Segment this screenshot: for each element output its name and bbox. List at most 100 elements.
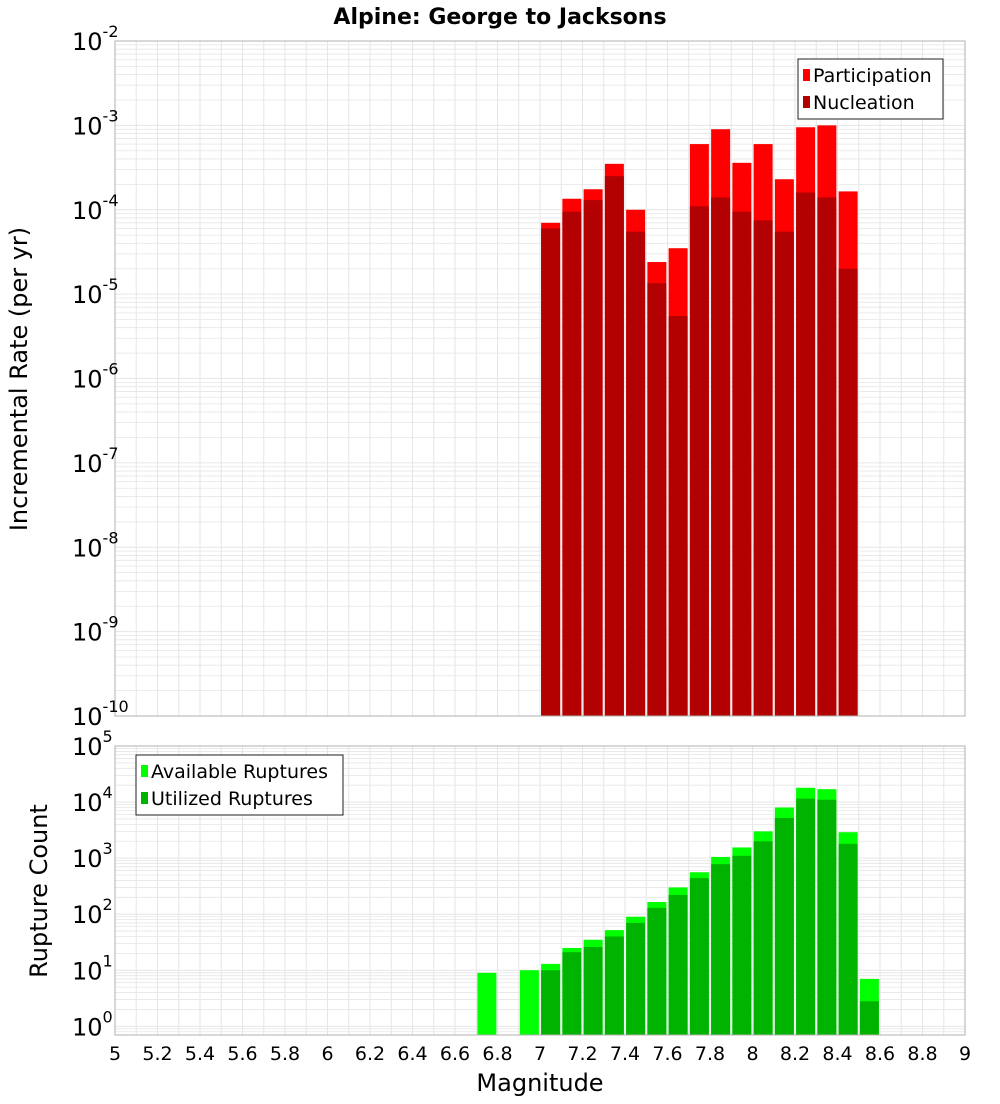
x-tick-label: 7.4 — [610, 1043, 640, 1065]
x-tick-label: 6 — [321, 1043, 333, 1065]
top-y-tick-exponent: -3 — [103, 106, 119, 125]
x-tick-label: 5 — [109, 1043, 121, 1065]
top-bar-nucleation — [796, 192, 816, 717]
top-y-tick-label: 10-5 — [72, 275, 119, 309]
top-y-tick-exponent: -6 — [103, 360, 119, 379]
top-bar-nucleation — [626, 231, 646, 716]
top-y-tick-label: 10-7 — [72, 444, 119, 478]
top-legend-label: Nucleation — [813, 92, 915, 114]
bottom-y-tick-exponent: 1 — [103, 951, 113, 970]
bottom-y-tick-exponent: 3 — [103, 839, 113, 858]
top-bar-nucleation — [562, 211, 582, 716]
top-y-tick-label: 10-10 — [72, 697, 129, 731]
top-y-tick-label: 10-9 — [72, 613, 119, 647]
bottom-y-tick-exponent: 4 — [103, 783, 113, 802]
top-y-tick-exponent: -10 — [103, 697, 129, 716]
bottom-plot-frame — [114, 745, 966, 1036]
top-y-tick-label: 10-3 — [72, 106, 119, 140]
top-y-tick-exponent: -8 — [103, 528, 119, 547]
bottom-bar-utilized-ruptures — [732, 855, 752, 1035]
x-tick-label: 7.2 — [567, 1043, 597, 1065]
bottom-y-tick-exponent: 5 — [103, 727, 113, 746]
x-tick-label: 5.6 — [227, 1043, 257, 1065]
top-y-axis-label: Incremental Rate (per yr) — [5, 227, 33, 531]
x-tick-label: 9 — [959, 1043, 971, 1065]
bottom-y-tick-label: 102 — [72, 895, 113, 929]
top-bar-nucleation — [711, 197, 731, 717]
bottom-legend-swatch — [141, 765, 148, 777]
bottom-bar-utilized-ruptures — [689, 878, 709, 1035]
bottom-legend-label: Utilized Ruptures — [151, 788, 313, 810]
top-bar-nucleation — [689, 206, 709, 716]
x-tick-label: 5.4 — [185, 1043, 215, 1065]
bottom-bar-utilized-ruptures — [668, 894, 688, 1035]
bottom-bar-utilized-ruptures — [626, 922, 646, 1035]
x-tick-label: 5.2 — [142, 1043, 172, 1065]
bottom-bar-utilized-ruptures — [859, 1001, 879, 1035]
bottom-bar-utilized-ruptures — [583, 946, 603, 1035]
bottom-bar-utilized-ruptures — [796, 798, 816, 1035]
bottom-bar-utilized-ruptures — [711, 864, 731, 1035]
bottom-legend-swatch — [141, 792, 148, 804]
bottom-bar-utilized-ruptures — [562, 952, 582, 1035]
top-bar-nucleation — [604, 176, 624, 716]
x-tick-label: 7 — [534, 1043, 546, 1065]
bottom-bar-utilized-ruptures — [753, 841, 773, 1035]
top-y-tick-exponent: -7 — [103, 444, 119, 463]
top-y-tick-exponent: -9 — [103, 613, 119, 632]
x-tick-label: 8.8 — [907, 1043, 937, 1065]
x-tick-label: 8.2 — [780, 1043, 810, 1065]
bottom-y-tick-exponent: 0 — [103, 1007, 113, 1026]
bottom-bar-utilized-ruptures — [604, 936, 624, 1035]
bottom-y-tick-label: 104 — [72, 783, 113, 817]
top-y-tick-exponent: -4 — [103, 191, 119, 210]
bottom-bar-utilized-ruptures — [838, 843, 858, 1035]
x-tick-label: 8 — [746, 1043, 758, 1065]
top-bar-nucleation — [774, 231, 794, 716]
top-bar-nucleation — [753, 220, 773, 717]
top-legend-swatch — [803, 96, 810, 108]
x-tick-label: 6.8 — [482, 1043, 512, 1065]
bottom-y-axis-label: Rupture Count — [25, 804, 53, 978]
bottom-bar-available-ruptures — [519, 970, 539, 1035]
x-tick-label: 5.8 — [270, 1043, 300, 1065]
top-bar-nucleation — [668, 316, 688, 716]
top-bar-nucleation — [838, 268, 858, 716]
top-bar-nucleation — [647, 283, 667, 716]
bottom-y-tick-label: 100 — [72, 1007, 113, 1041]
bottom-bar-utilized-ruptures — [817, 799, 837, 1035]
bottom-y-tick-label: 105 — [72, 727, 113, 761]
bottom-y-tick-exponent: 2 — [103, 895, 113, 914]
top-bar-nucleation — [817, 197, 837, 717]
top-legend-box — [797, 58, 944, 120]
bottom-legend-box — [135, 754, 344, 816]
top-bar-nucleation — [583, 200, 603, 716]
top-legend-label: Participation — [813, 65, 932, 87]
top-y-tick-exponent: -5 — [103, 275, 119, 294]
bottom-y-tick-label: 101 — [72, 951, 113, 985]
top-y-tick-label: 10-8 — [72, 528, 119, 562]
top-y-tick-label: 10-4 — [72, 191, 119, 225]
x-tick-label: 6.6 — [440, 1043, 470, 1065]
bottom-bar-available-ruptures — [477, 972, 497, 1035]
x-tick-label: 7.6 — [652, 1043, 682, 1065]
top-bar-nucleation — [541, 228, 561, 716]
x-axis-label: Magnitude — [476, 1069, 603, 1097]
bottom-bar-utilized-ruptures — [541, 970, 561, 1035]
x-tick-label: 8.6 — [865, 1043, 895, 1065]
x-tick-label: 8.4 — [822, 1043, 852, 1065]
bottom-bar-utilized-ruptures — [647, 907, 667, 1035]
x-tick-label: 7.8 — [695, 1043, 725, 1065]
top-bar-nucleation — [732, 211, 752, 716]
x-tick-label: 6.4 — [397, 1043, 427, 1065]
top-y-tick-label: 10-6 — [72, 360, 119, 394]
chart-title: Alpine: George to Jacksons — [333, 5, 666, 30]
bottom-bar-utilized-ruptures — [774, 817, 794, 1035]
x-tick-label: 6.2 — [355, 1043, 385, 1065]
bottom-legend-label: Available Ruptures — [151, 761, 328, 783]
top-y-tick-label: 10-2 — [72, 22, 119, 56]
bottom-y-tick-label: 103 — [72, 839, 113, 873]
top-legend-swatch — [803, 69, 810, 81]
